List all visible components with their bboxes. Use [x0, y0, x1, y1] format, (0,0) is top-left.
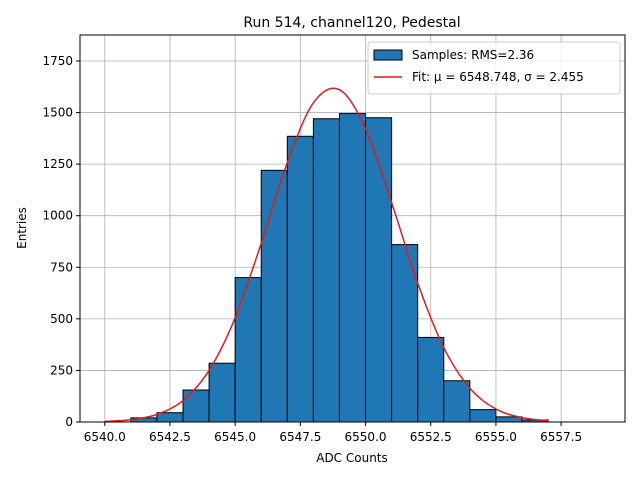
x-tick-label: 6545.0 — [214, 430, 256, 444]
y-tick-label: 1000 — [42, 209, 73, 223]
legend-label: Samples: RMS=2.36 — [412, 48, 534, 62]
y-tick-label: 0 — [65, 415, 73, 429]
x-tick-label: 6540.0 — [84, 430, 126, 444]
x-tick-label: 6555.0 — [475, 430, 517, 444]
histogram-bar — [391, 244, 419, 423]
y-tick-label: 1250 — [42, 157, 73, 171]
legend-box — [367, 41, 621, 95]
y-tick-label: 1500 — [42, 106, 73, 120]
plot-frame — [79, 34, 626, 423]
histogram-bar — [286, 135, 314, 423]
histogram-bar — [312, 118, 340, 423]
histogram-bar — [495, 416, 523, 423]
histogram-bar — [417, 336, 445, 423]
chart-title: Run 514, channel120, Pedestal — [243, 15, 460, 31]
histogram-bar — [182, 389, 210, 423]
histogram-bar — [156, 412, 184, 423]
y-tick-label: 500 — [50, 312, 73, 326]
histogram-bar — [338, 113, 367, 423]
fit-line — [104, 87, 549, 423]
histogram-bar — [234, 277, 262, 423]
x-tick-label: 6547.5 — [279, 430, 321, 444]
y-tick-label: 250 — [50, 363, 73, 377]
legend: Samples: RMS=2.36 Fit: μ = 6548.748, σ = … — [367, 41, 621, 95]
y-tick-label: 750 — [50, 260, 73, 274]
legend-swatch — [373, 49, 403, 61]
histogram-bar — [469, 409, 497, 423]
y-tick-label: 1750 — [42, 54, 73, 68]
histogram-bar — [260, 169, 288, 423]
x-tick-label: 6542.5 — [149, 430, 191, 444]
legend-label: Fit: μ = 6548.748, σ = 2.455 — [412, 70, 584, 84]
histogram-bar — [443, 380, 471, 423]
x-tick-label: 6557.5 — [540, 430, 582, 444]
histogram-bar — [208, 362, 236, 423]
x-axis-label: ADC Counts — [316, 451, 388, 465]
y-axis-label: Entries — [15, 207, 29, 249]
x-tick-label: 6552.5 — [410, 430, 452, 444]
x-tick-label: 6550.0 — [345, 430, 387, 444]
